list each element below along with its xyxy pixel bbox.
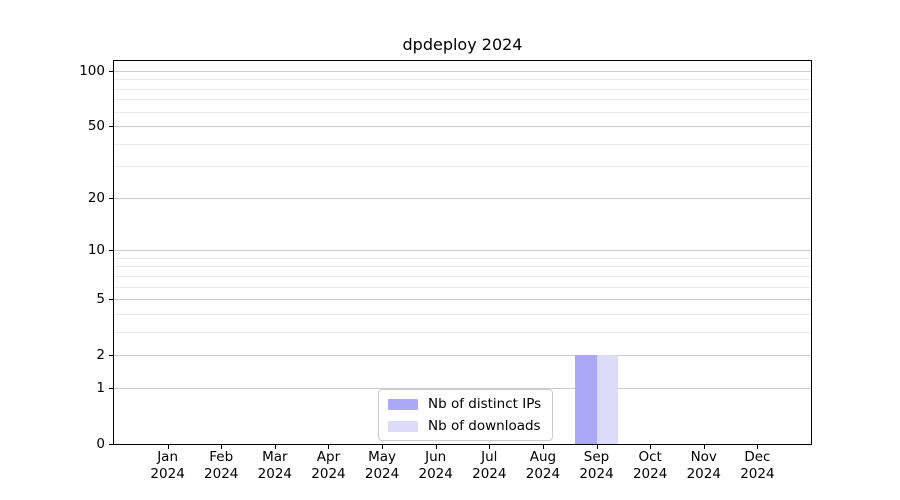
bar-nb-of-downloads (596, 355, 619, 444)
legend-label: Nb of downloads (428, 418, 541, 434)
x-tick (274, 444, 276, 449)
x-axis-labels: Jan 2024 Feb 2024 Mar 2024 Apr 2024 May 2024 Jun 20… (114, 449, 811, 489)
x-tick-month: Jul (481, 449, 498, 465)
legend-swatch (388, 398, 418, 410)
x-tick (542, 444, 544, 449)
x-tick-year: 2024 (632, 466, 668, 482)
y-tick-label: 2 (96, 347, 105, 364)
x-tick-label: Nov 2024 (674, 449, 734, 483)
x-tick (328, 444, 330, 449)
y-tick (109, 299, 113, 301)
x-tick-month: Nov (690, 449, 717, 465)
x-tick-label: Apr 2024 (298, 449, 358, 483)
x-tick (703, 444, 705, 449)
x-tick-month: Oct (638, 449, 662, 465)
plot-area (109, 60, 812, 449)
gridline-minor (114, 166, 811, 168)
x-tick (489, 444, 491, 449)
x-tick-month: Dec (744, 449, 771, 465)
gridline-major (114, 299, 811, 301)
x-tick-year: 2024 (525, 466, 561, 482)
x-tick-month: May (368, 449, 397, 465)
gridline-minor (114, 111, 811, 113)
x-tick-year: 2024 (472, 466, 507, 482)
x-tick-month: Mar (262, 449, 288, 465)
y-tick (109, 197, 113, 199)
x-tick-label: Jul 2024 (459, 449, 519, 483)
gridline-minor (114, 266, 811, 268)
legend: Nb of distinct IPs Nb of downloads (378, 389, 554, 441)
gridline-major (114, 197, 811, 199)
y-tick (109, 387, 113, 389)
x-tick (435, 444, 437, 449)
gridline-minor (114, 331, 811, 333)
y-tick-label: 10 (87, 242, 105, 259)
x-tick (382, 444, 384, 449)
x-tick-label: Feb 2024 (191, 449, 251, 483)
x-tick-month: Sep (583, 449, 610, 465)
bar-nb-of-distinct-ips (575, 355, 597, 444)
chart-title: dpdeploy 2024 (402, 35, 523, 54)
gridline-minor (114, 257, 811, 259)
x-tick-year: 2024 (311, 466, 346, 482)
gridline-minor (114, 143, 811, 145)
gridline-minor (114, 313, 811, 315)
x-tick-label: Mar 2024 (245, 449, 305, 483)
y-tick-label: 100 (79, 62, 105, 79)
x-tick-label: Dec 2024 (727, 449, 787, 483)
x-tick-year: 2024 (150, 466, 185, 482)
x-tick-year: 2024 (418, 466, 453, 482)
gridline-minor (114, 99, 811, 101)
y-tick (109, 444, 113, 445)
x-tick-label: Jan 2024 (138, 449, 198, 483)
x-tick-label: Jun 2024 (406, 449, 466, 483)
y-tick-label: 5 (96, 291, 105, 308)
y-tick (109, 250, 113, 252)
x-tick (167, 444, 169, 449)
y-tick (109, 355, 113, 357)
y-tick-label: 50 (87, 118, 105, 135)
x-tick-month: Jan (157, 449, 179, 465)
y-axis-labels: 0 1 2 5 10 20 50 100 (0, 61, 105, 452)
gridline-minor (114, 286, 811, 288)
gridline-major (114, 70, 811, 72)
gridline-minor (114, 79, 811, 81)
gridline-minor (114, 275, 811, 277)
x-tick-year: 2024 (686, 466, 721, 482)
x-tick-year: 2024 (257, 466, 293, 482)
x-tick-label: Oct 2024 (620, 449, 680, 483)
gridline-major (114, 387, 811, 389)
x-tick (757, 444, 759, 449)
x-tick-year: 2024 (364, 466, 400, 482)
y-tick-label: 0 (96, 436, 105, 452)
x-tick-year: 2024 (579, 466, 614, 482)
x-tick-label: Sep 2024 (567, 449, 627, 483)
x-tick (650, 444, 652, 449)
x-tick (596, 444, 598, 449)
x-tick-month: Feb (209, 449, 234, 465)
legend-item: Nb of downloads (388, 418, 541, 434)
x-tick-year: 2024 (740, 466, 775, 482)
y-tick (109, 70, 113, 72)
gridline-major (114, 126, 811, 128)
x-tick (221, 444, 223, 449)
x-tick-month: Aug (529, 449, 557, 465)
x-tick-month: Jun (425, 449, 447, 465)
x-tick-year: 2024 (204, 466, 239, 482)
gridline-minor (114, 88, 811, 90)
x-tick-label: Aug 2024 (513, 449, 573, 483)
legend-label: Nb of distinct IPs (428, 396, 542, 412)
y-tick-label: 20 (87, 189, 105, 206)
gridline-major (114, 250, 811, 252)
y-tick (109, 126, 113, 128)
gridline-major (114, 355, 811, 357)
legend-item: Nb of distinct IPs (388, 396, 541, 412)
y-tick-label: 1 (96, 379, 105, 396)
legend-swatch (388, 420, 418, 432)
x-tick-label: May 2024 (352, 449, 412, 483)
x-tick-month: Apr (316, 449, 341, 465)
